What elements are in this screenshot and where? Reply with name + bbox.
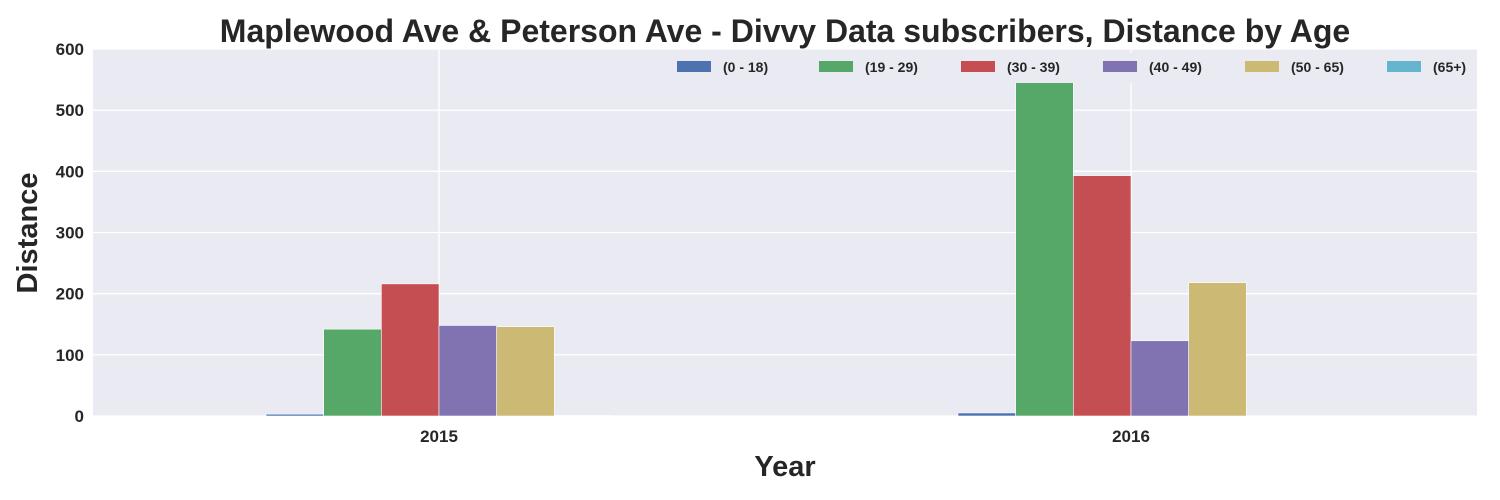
x-axis-label: Year <box>754 451 815 483</box>
legend-swatch <box>1103 61 1137 72</box>
y-tick-label: 300 <box>56 224 84 243</box>
legend-label: (0 - 18) <box>723 59 768 75</box>
x-axis-ticks: 2015 2016 <box>420 427 1150 446</box>
bar <box>957 412 1016 417</box>
legend-swatch <box>677 61 711 72</box>
bar <box>1015 80 1074 417</box>
bar <box>1188 282 1247 417</box>
legend-label: (40 - 49) <box>1149 59 1202 75</box>
bar <box>1073 175 1132 417</box>
y-axis-label: Distance <box>12 173 44 294</box>
bar <box>1130 340 1189 417</box>
legend-swatch <box>1387 61 1421 72</box>
legend-swatch <box>819 61 853 72</box>
y-tick-label: 600 <box>56 40 84 59</box>
legend-swatch <box>1245 61 1279 72</box>
bar <box>554 415 613 417</box>
bar <box>496 326 555 417</box>
legend-label: (50 - 65) <box>1291 59 1344 75</box>
y-tick-label: 500 <box>56 101 84 120</box>
chart-title: Maplewood Ave & Peterson Ave - Divvy Dat… <box>220 13 1350 49</box>
y-tick-label: 400 <box>56 162 84 181</box>
bar <box>323 328 382 417</box>
bar <box>381 283 440 417</box>
bar <box>438 325 497 417</box>
legend-label: (30 - 39) <box>1007 59 1060 75</box>
y-axis-ticks: 0 100 200 300 400 500 600 <box>56 40 84 426</box>
legend-box <box>669 53 1472 83</box>
legend-label: (65+) <box>1433 59 1466 75</box>
bars <box>265 80 1247 417</box>
y-tick-label: 200 <box>56 285 84 304</box>
legend: (0 - 18) (19 - 29) (30 - 39) (40 - 49) (50 -… <box>669 53 1472 83</box>
y-tick-label: 100 <box>56 346 84 365</box>
legend-swatch <box>961 61 995 72</box>
x-tick-label: 2016 <box>1112 427 1150 446</box>
bar <box>265 413 324 417</box>
y-tick-label: 0 <box>75 407 84 426</box>
x-tick-label: 2015 <box>420 427 458 446</box>
legend-label: (19 - 29) <box>865 59 918 75</box>
